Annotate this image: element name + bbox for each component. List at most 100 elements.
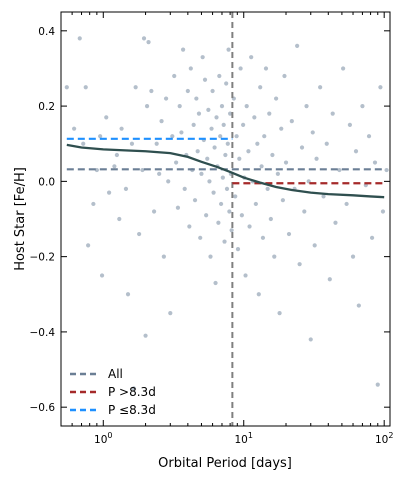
data-point-11 bbox=[106, 190, 112, 195]
scatter-points bbox=[64, 36, 389, 391]
data-point-8 bbox=[98, 134, 103, 139]
data-point-50 bbox=[192, 198, 198, 203]
data-point-53 bbox=[196, 111, 202, 116]
data-point-47 bbox=[188, 66, 193, 71]
data-point-109 bbox=[260, 235, 266, 240]
data-point-15 bbox=[119, 126, 124, 131]
data-point-148 bbox=[353, 149, 359, 154]
data-point-85 bbox=[228, 111, 233, 116]
data-point-138 bbox=[321, 194, 326, 199]
data-point-71 bbox=[216, 220, 221, 225]
data-point-12 bbox=[112, 164, 117, 169]
data-point-119 bbox=[277, 310, 282, 316]
data-point-153 bbox=[369, 235, 375, 240]
data-point-17 bbox=[125, 292, 131, 297]
data-point-144 bbox=[341, 66, 346, 71]
data-point-156 bbox=[378, 85, 383, 90]
data-point-58 bbox=[202, 77, 208, 82]
data-point-35 bbox=[168, 310, 173, 316]
x-axis-label: Orbital Period [days] bbox=[158, 456, 292, 471]
data-point-113 bbox=[267, 111, 272, 116]
data-point-111 bbox=[263, 66, 269, 71]
data-point-5 bbox=[86, 243, 91, 248]
data-point-110 bbox=[262, 134, 267, 139]
data-point-27 bbox=[149, 88, 154, 94]
data-point-124 bbox=[286, 231, 292, 237]
data-point-52 bbox=[195, 149, 200, 154]
data-point-82 bbox=[225, 141, 230, 146]
y-tick-label: −0.4 bbox=[30, 327, 56, 339]
data-point-122 bbox=[282, 73, 287, 79]
data-point-75 bbox=[219, 103, 225, 109]
data-point-0 bbox=[64, 85, 69, 90]
y-axis-label: Host Star [Fe/H] bbox=[13, 167, 28, 271]
data-point-105 bbox=[255, 141, 260, 146]
data-point-38 bbox=[174, 160, 179, 165]
data-point-107 bbox=[258, 85, 263, 90]
data-point-78 bbox=[222, 239, 227, 244]
data-point-157 bbox=[380, 209, 386, 214]
data-point-32 bbox=[161, 254, 166, 259]
data-point-68 bbox=[213, 280, 218, 286]
data-point-152 bbox=[366, 134, 372, 139]
data-point-40 bbox=[177, 103, 182, 109]
data-point-28 bbox=[151, 209, 157, 214]
legend: All P >8.3d P ≤8.3d bbox=[70, 367, 156, 417]
x-tick-label: 101 bbox=[234, 431, 252, 446]
data-point-104 bbox=[253, 201, 258, 207]
data-point-118 bbox=[275, 171, 280, 176]
data-point-81 bbox=[224, 186, 230, 191]
data-point-26 bbox=[146, 40, 151, 45]
data-point-69 bbox=[214, 115, 219, 120]
data-point-143 bbox=[337, 167, 342, 173]
data-point-74 bbox=[218, 201, 224, 207]
data-point-133 bbox=[308, 337, 313, 342]
data-point-99 bbox=[246, 149, 251, 154]
data-point-49 bbox=[191, 122, 196, 128]
x-tick-label: 100 bbox=[94, 431, 112, 446]
data-point-31 bbox=[159, 119, 164, 124]
data-point-29 bbox=[154, 141, 159, 146]
data-point-42 bbox=[180, 47, 186, 52]
data-point-67 bbox=[212, 145, 217, 150]
data-point-140 bbox=[327, 277, 332, 282]
data-point-37 bbox=[172, 73, 177, 79]
data-point-65 bbox=[210, 88, 215, 94]
data-point-121 bbox=[280, 198, 285, 203]
data-point-51 bbox=[194, 96, 199, 101]
data-point-16 bbox=[123, 186, 129, 191]
data-point-60 bbox=[205, 156, 210, 161]
data-point-25 bbox=[144, 103, 150, 109]
data-point-33 bbox=[163, 96, 169, 101]
data-point-66 bbox=[211, 190, 216, 195]
data-point-3 bbox=[81, 141, 86, 146]
data-point-62 bbox=[207, 179, 212, 184]
data-point-2 bbox=[77, 36, 82, 41]
data-point-98 bbox=[244, 103, 249, 109]
data-point-77 bbox=[221, 122, 226, 128]
data-point-22 bbox=[140, 167, 145, 173]
data-point-137 bbox=[318, 85, 323, 90]
legend-label-all: All bbox=[108, 367, 123, 381]
data-point-1 bbox=[72, 126, 77, 131]
data-point-72 bbox=[217, 73, 222, 79]
data-point-39 bbox=[175, 205, 181, 210]
data-point-76 bbox=[220, 175, 225, 180]
data-point-154 bbox=[372, 160, 378, 165]
data-point-155 bbox=[375, 382, 380, 387]
data-point-128 bbox=[297, 262, 302, 267]
data-point-120 bbox=[279, 126, 284, 131]
y-tick-label: 0.4 bbox=[38, 26, 55, 38]
data-point-90 bbox=[234, 134, 239, 139]
data-point-6 bbox=[91, 201, 96, 207]
data-point-79 bbox=[223, 152, 228, 158]
data-point-100 bbox=[247, 224, 252, 229]
data-point-136 bbox=[314, 156, 319, 161]
data-point-59 bbox=[204, 213, 209, 218]
legend-label-p-gt: P >8.3d bbox=[108, 385, 156, 399]
data-point-23 bbox=[141, 36, 147, 41]
data-point-34 bbox=[166, 179, 171, 184]
y-tick-label: 0.2 bbox=[38, 101, 55, 113]
data-point-55 bbox=[199, 171, 204, 176]
